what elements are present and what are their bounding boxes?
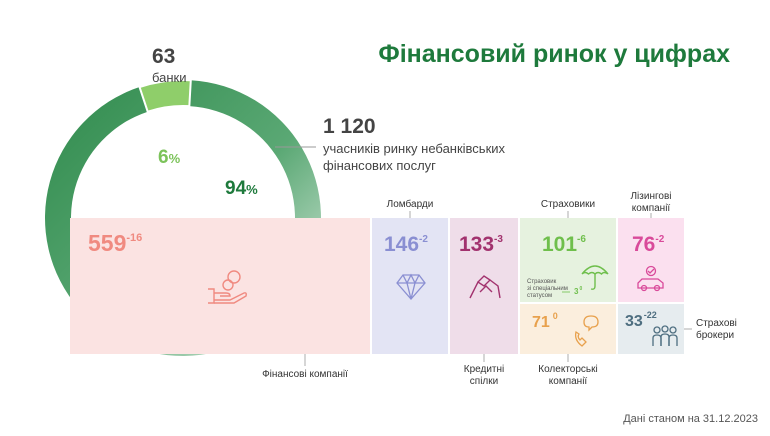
lombards-value: 146-2 — [384, 233, 428, 256]
tile-collectors — [520, 304, 616, 354]
special-insurer-line1: Страховик — [527, 279, 557, 285]
label-credit-line2: спілки — [470, 376, 498, 387]
tile-insurers — [520, 218, 616, 302]
ins-value-num: 101 — [542, 233, 577, 256]
tile-lombards — [372, 218, 448, 354]
coll-value-num: 71 — [532, 314, 550, 331]
label-leasing-line2: компанії — [632, 203, 671, 214]
banks-ring-segment — [138, 79, 192, 113]
credit-value-num: 133 — [459, 233, 494, 256]
special-value-num: 3 — [574, 287, 579, 296]
insurers-value: 101-6 — [542, 233, 586, 256]
banks-share-pct: % — [169, 151, 181, 166]
coll-change: 0 — [553, 311, 558, 321]
brokers-value: 33-22 — [625, 310, 657, 330]
page-title: Фінансовий ринок у цифрах — [378, 40, 730, 68]
label-collectors-line1: Колекторські — [538, 364, 597, 375]
umbrella-icon — [581, 265, 609, 290]
fin-value-num: 559 — [88, 230, 126, 256]
special-change: 0 — [579, 286, 582, 292]
special-insurer-line3: статусом — [527, 293, 552, 299]
leasing-change: -2 — [655, 234, 664, 245]
label-leasing-line1: Лізингові — [630, 191, 671, 202]
tile-brokers — [618, 304, 684, 354]
nonbank-share-num: 94 — [225, 178, 247, 199]
brokers-value-num: 33 — [625, 313, 643, 330]
label-collectors-line2: компанії — [549, 376, 588, 387]
diamond-icon — [396, 273, 426, 300]
tile-fin-companies — [70, 218, 370, 354]
credit-change: -3 — [494, 234, 503, 245]
banks-label: банки — [152, 70, 187, 85]
credit-unions-value: 133-3 — [459, 233, 503, 256]
nonbank-share: 94% — [225, 178, 258, 199]
collectors-value: 71 0 — [532, 311, 558, 331]
label-brokers-line1: Страхові — [696, 318, 737, 329]
lomb-value-num: 146 — [384, 233, 419, 256]
donut-ring — [45, 79, 321, 357]
banks-share: 6% — [158, 147, 181, 168]
lomb-change: -2 — [419, 234, 428, 245]
nonbank-label-line1: учасників ринку небанківських — [323, 141, 506, 156]
hand-coins-icon — [208, 270, 247, 304]
leasing-value-num: 76 — [632, 233, 655, 256]
label-fin-companies: Фінансові компанії — [262, 369, 348, 380]
label-credit-line1: Кредитні — [464, 364, 504, 375]
people-icon — [652, 325, 678, 346]
brokers-change: -22 — [644, 310, 657, 320]
nonbank-label-line2: фінансових послуг — [323, 158, 436, 173]
label-brokers-line2: брокери — [696, 329, 734, 341]
ins-change: -6 — [577, 234, 586, 245]
leasing-value: 76-2 — [632, 233, 665, 256]
handshake-icon — [469, 275, 501, 299]
car-icon — [637, 265, 664, 292]
label-insurers: Страховики — [541, 199, 595, 210]
banks-count: 63 — [152, 45, 175, 68]
fin-companies-value: 559-16 — [88, 230, 142, 256]
banks-share-num: 6 — [158, 147, 169, 168]
special-insurer-value: 30 — [574, 286, 582, 296]
special-insurer-line2: зі спеціальним — [527, 286, 568, 292]
nonbank-share-pct: % — [246, 182, 258, 197]
phone-icon — [574, 315, 599, 347]
tile-leasing — [618, 218, 684, 302]
label-lombards: Ломбарди — [387, 198, 434, 210]
data-date-footnote: Дані станом на 31.12.2023 — [623, 413, 758, 425]
nonbank-count: 1 120 — [323, 115, 376, 138]
fin-change: -16 — [126, 232, 142, 244]
